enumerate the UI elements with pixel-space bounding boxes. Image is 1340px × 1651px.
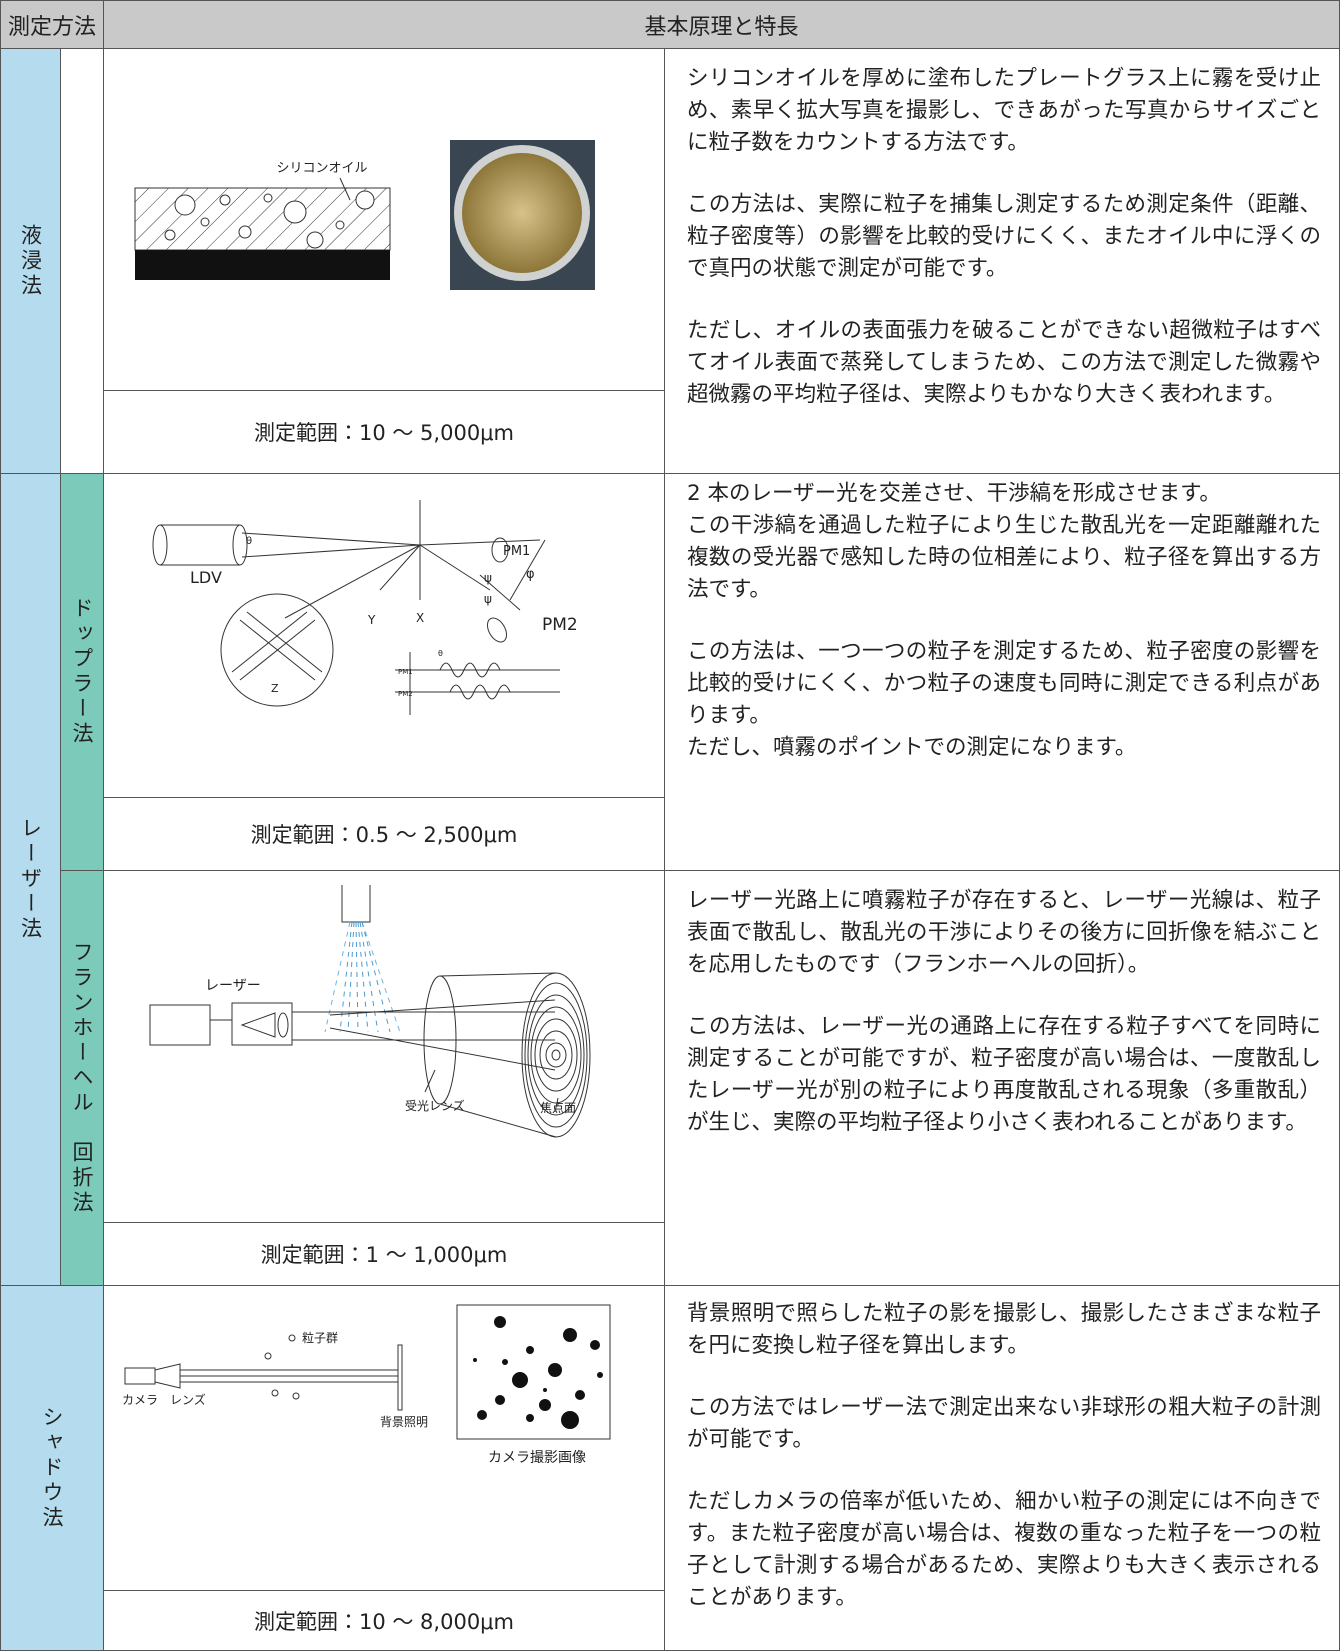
text-line: ただし、噴霧のポイントでの測定になります。 [687, 735, 1137, 760]
paragraph: この方法は、一つ一つの粒子を測定するため、粒子密度の影響を比較的受けにくく、かつ… [687, 636, 1321, 764]
sub-method-label: ドップラー法 [60, 473, 104, 871]
paragraph: この方法は、実際に粒子を捕集し測定するため測定条件（距離、粒子密度等）の影響を比… [687, 189, 1321, 285]
paragraph: この方法は、レーザー光の通路上に存在する粒子すべてを同時に測定することが可能です… [687, 1011, 1321, 1139]
range: 測定範囲：10 ～ 8,000μm [103, 1590, 665, 1651]
description: シリコンオイルを厚めに塗布したプレートグラス上に霧を受け止め、素早く拡大写真を撮… [664, 48, 1340, 474]
paragraph: 背景照明で照らした粒子の影を撮影し、撮影したさまざまな粒子を円に変換し粒子径を算… [687, 1298, 1321, 1362]
diagram-cell [103, 48, 665, 391]
method-label: 液浸法 [0, 48, 61, 474]
paragraph: レーザー光路上に噴霧粒子が存在すると、レーザー光線は、粒子表面で散乱し、散乱光の… [687, 885, 1321, 981]
diagram-cell [103, 473, 665, 798]
header-principle: 基本原理と特長 [103, 0, 1340, 49]
header-method: 測定方法 [0, 0, 104, 49]
method-label: レーザー法 [0, 473, 61, 1286]
description: レーザー光路上に噴霧粒子が存在すると、レーザー光線は、粒子表面で散乱し、散乱光の… [664, 870, 1340, 1286]
range: 測定範囲：0.5 ～ 2,500μm [103, 797, 665, 871]
text-line: ただし、オイルの表面張力を破ることができない超微粒子はすべてオイル表面で蒸発して… [687, 318, 1321, 407]
method-label: シャドウ法 [0, 1285, 104, 1651]
sub-method-label: フランホーヘル 回折法 [60, 870, 104, 1286]
paragraph: シリコンオイルを厚めに塗布したプレートグラス上に霧を受け止め、素早く拡大写真を撮… [687, 63, 1321, 159]
paragraph: ただしカメラの倍率が低いため、細かい粒子の測定には不向きです。また粒子密度が高い… [687, 1486, 1321, 1614]
text-line: 2 本のレーザー光を交差させ、干渉縞を形成させます。 [687, 481, 1221, 506]
text-line: この方法は、実際に粒子を捕集し測定するため測定条件（距離、粒子密度等）の影響を比… [687, 192, 1321, 281]
description: 2 本のレーザー光を交差させ、干渉縞を形成させます。この干渉縞を通過した粒子によ… [664, 473, 1340, 871]
text-line: この方法ではレーザー法で測定出来ない非球形の粗大粒子の計測が可能です。 [687, 1395, 1321, 1452]
text-line: 背景照明で照らした粒子の影を撮影し、撮影したさまざまな粒子を円に変換し粒子径を算… [687, 1301, 1321, 1358]
text-line: ただしカメラの倍率が低いため、細かい粒子の測定には不向きです。また粒子密度が高い… [687, 1489, 1321, 1610]
text-line: この干渉縞を通過した粒子により生じた散乱光を一定距離離れた複数の受光器で感知した… [687, 513, 1321, 602]
range: 測定範囲：1 ～ 1,000μm [103, 1222, 665, 1286]
description: 背景照明で照らした粒子の影を撮影し、撮影したさまざまな粒子を円に変換し粒子径を算… [664, 1285, 1340, 1651]
diagram-cell [103, 870, 665, 1223]
paragraph: この方法ではレーザー法で測定出来ない非球形の粗大粒子の計測が可能です。 [687, 1392, 1321, 1456]
diagram-cell [103, 1285, 665, 1591]
text-line: シリコンオイルを厚めに塗布したプレートグラス上に霧を受け止め、素早く拡大写真を撮… [687, 66, 1321, 155]
paragraph: ただし、オイルの表面張力を破ることができない超微粒子はすべてオイル表面で蒸発して… [687, 315, 1321, 411]
text-line: この方法は、一つ一つの粒子を測定するため、粒子密度の影響を比較的受けにくく、かつ… [687, 639, 1321, 728]
range: 測定範囲：10 ～ 5,000μm [103, 390, 665, 474]
text-line: この方法は、レーザー光の通路上に存在する粒子すべてを同時に測定することが可能です… [687, 1014, 1321, 1135]
text-line: レーザー光路上に噴霧粒子が存在すると、レーザー光線は、粒子表面で散乱し、散乱光の… [687, 888, 1321, 977]
paragraph: 2 本のレーザー光を交差させ、干渉縞を形成させます。この干渉縞を通過した粒子によ… [687, 478, 1321, 606]
